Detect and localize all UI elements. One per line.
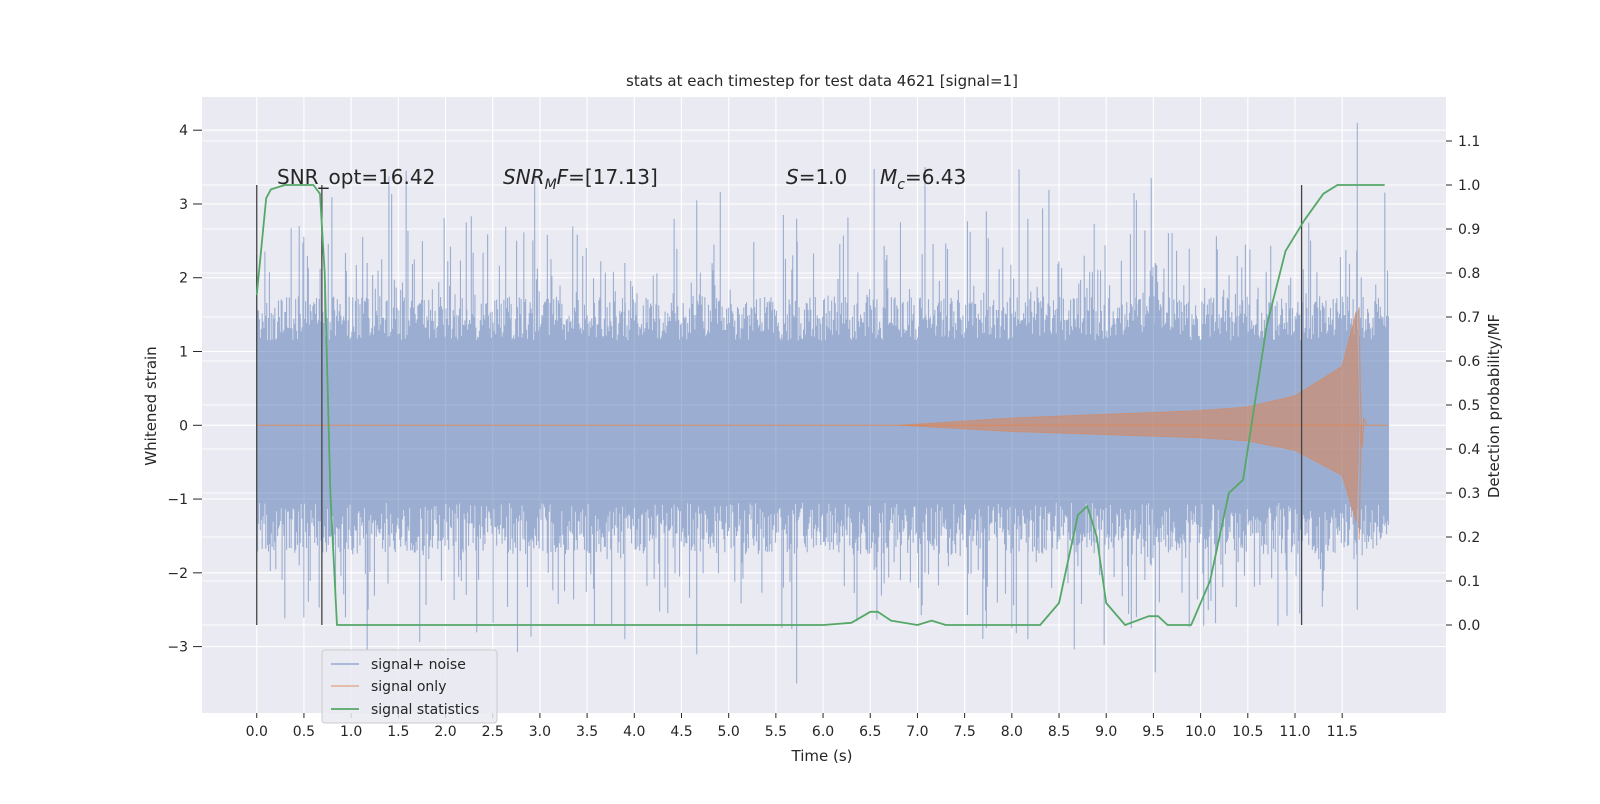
x-tick-label: 11.5 xyxy=(1327,724,1358,740)
vertical-markers xyxy=(256,185,1303,625)
x-tick-label: 6.5 xyxy=(859,724,881,740)
x-tick-label: 10.5 xyxy=(1232,724,1263,740)
y-left-tick-label: 1 xyxy=(179,345,188,361)
signal-chirp xyxy=(898,311,1360,523)
x-tick-label: 1.0 xyxy=(340,724,362,740)
axes: 0.0 0.5 1.0 1.5 2.0 2.5 3.0 3.5 4.0 4.5 5.0 5.5 6.0 6… xyxy=(167,123,1480,740)
legend-label-signal-statistics: signal statistics xyxy=(371,702,479,718)
y-right-tick-label: 0.6 xyxy=(1458,354,1480,370)
y-left-tick-label: −2 xyxy=(167,566,188,582)
x-tick-label: 9.0 xyxy=(1095,724,1117,740)
annotation-snr-opt: SNR_opt=16.42 xyxy=(277,165,435,189)
x-tick-label: 2.5 xyxy=(482,724,504,740)
y-right-tick-label: 0.5 xyxy=(1458,398,1480,414)
x-tick-label: 9.5 xyxy=(1142,724,1164,740)
signal-ringdown xyxy=(1358,307,1368,448)
y-left-tick-label: −3 xyxy=(167,640,188,656)
x-tick-label: 10.0 xyxy=(1185,724,1216,740)
legend: signal+ noise signal only signal statist… xyxy=(321,649,498,724)
x-tick-label: 8.5 xyxy=(1048,724,1070,740)
y-right-tick-label: 0.0 xyxy=(1458,618,1480,634)
x-tick-label: 3.0 xyxy=(529,724,551,740)
x-tick-label: 8.0 xyxy=(1001,724,1023,740)
x-tick-label: 0.5 xyxy=(293,724,315,740)
x-tick-label: 4.0 xyxy=(623,724,645,740)
y-left-tick-label: 4 xyxy=(179,123,188,139)
series-signal-statistics xyxy=(255,184,1385,626)
x-tick-label: 6.0 xyxy=(812,724,834,740)
y-right-tick-label: 0.2 xyxy=(1458,530,1480,546)
y-left-tick-label: 2 xyxy=(179,271,188,287)
y-right-tick-label: 0.3 xyxy=(1458,486,1480,502)
y-right-tick-label: 0.1 xyxy=(1458,574,1480,590)
x-tick-label: 3.5 xyxy=(576,724,598,740)
y-left-tick-label: −1 xyxy=(167,492,188,508)
legend-label-signal-noise: signal+ noise xyxy=(371,657,466,673)
y-right-tick-label: 0.8 xyxy=(1458,266,1480,282)
y-right-tick-label: 0.9 xyxy=(1458,222,1480,238)
chart-title: stats at each timestep for test data 462… xyxy=(626,72,1018,90)
y-axis-right-label: Detection probability/MF xyxy=(1485,314,1503,498)
x-tick-label: 5.0 xyxy=(718,724,740,740)
legend-label-signal-only: signal only xyxy=(371,679,446,695)
y-right-tick-label: 0.7 xyxy=(1458,310,1480,326)
x-tick-label: 5.5 xyxy=(765,724,787,740)
x-tick-label: 0.0 xyxy=(246,724,268,740)
annotation-mc: Mc=6.43 xyxy=(880,165,966,193)
annotation-snr-mf: SNRMF=[17.13] xyxy=(503,165,658,193)
y-right-tick-label: 0.4 xyxy=(1458,442,1480,458)
x-tick-label: 11.0 xyxy=(1279,724,1310,740)
x-tick-label: 1.5 xyxy=(387,724,409,740)
x-tick-label: 7.5 xyxy=(954,724,976,740)
x-tick-label: 4.5 xyxy=(670,724,692,740)
signal-merger-dip xyxy=(1358,425,1362,540)
x-axis-label: Time (s) xyxy=(791,747,853,765)
y-right-tick-label: 1.0 xyxy=(1458,178,1480,194)
annotations: SNR_opt=16.42 SNRMF=[17.13] S=1.0 Mc=6.4… xyxy=(277,165,966,193)
series-signal-only xyxy=(256,307,1389,540)
y-left-tick-label: 3 xyxy=(179,197,188,213)
statistics-line xyxy=(255,184,1385,626)
y-left-tick-label: 0 xyxy=(179,418,188,434)
legend-box xyxy=(321,649,498,724)
x-tick-label: 7.0 xyxy=(906,724,928,740)
x-tick-label: 2.0 xyxy=(434,724,456,740)
y-right-tick-label: 1.1 xyxy=(1458,134,1480,150)
annotation-s: S=1.0 xyxy=(786,165,847,189)
y-axis-left-label: Whitened strain xyxy=(142,346,160,465)
